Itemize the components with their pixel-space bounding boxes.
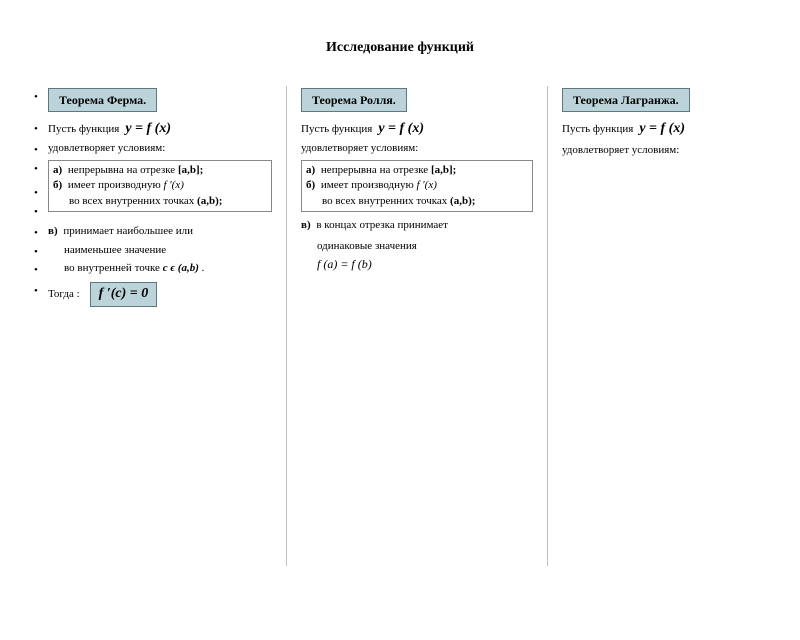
column-separator	[286, 86, 287, 566]
bullet-icon: •	[34, 282, 48, 299]
lagrange-title-box: Теорема Лагранжа.	[562, 88, 690, 112]
cond-a-text: непрерывна на отрезке	[321, 164, 431, 176]
cond-a-text: непрерывна на отрезке	[68, 164, 178, 176]
cond-c-line3c: .	[199, 262, 205, 274]
cond-c-line3a: во внутренней точке	[64, 262, 163, 274]
cond-b-cont: во всех внутренних точках	[69, 195, 197, 207]
fermat-result-box: f ′(c) = 0	[90, 282, 158, 307]
cond-b-label: б)	[53, 179, 62, 191]
rolle-cond-c-formula: f (a) = f (b)	[301, 256, 533, 272]
bullet-icon: •	[34, 243, 48, 260]
col-lagrange: Теорема Лагранжа. Пусть функция y = f (x…	[554, 86, 790, 566]
satisfies-text: удовлетворяет условиям:	[562, 143, 782, 158]
rolle-conditions-box: а) непрерывна на отрезке [a,b]; б) имеет…	[301, 160, 533, 212]
satisfies-text: удовлетворяет условиям:	[48, 141, 272, 156]
cond-b-formula: f ′(x)	[416, 179, 436, 191]
rolle-cond-c-text: в концах отрезка принимает	[316, 219, 448, 231]
cond-b-label: б)	[306, 179, 315, 191]
cond-b-segment: (a,b);	[450, 195, 475, 207]
cond-b-segment: (a,b);	[197, 195, 222, 207]
cond-c-point: c ϵ (a,b)	[163, 262, 199, 274]
bullet-icon: •	[34, 160, 48, 177]
let-function-text: Пусть функция	[301, 122, 372, 137]
let-function-text: Пусть функция	[562, 122, 633, 137]
rolle-cond-c-line2: одинаковые значения	[301, 239, 533, 254]
function-formula: y = f (x)	[378, 120, 424, 139]
cond-a-segment: [a,b];	[431, 164, 456, 176]
fermat-conditions-box: а) непрерывна на отрезке [a,b]; б) имеет…	[48, 160, 272, 212]
page-title: Исследование функций	[0, 40, 800, 56]
satisfies-text: удовлетворяет условиям:	[301, 141, 533, 156]
function-formula: y = f (x)	[125, 120, 171, 139]
cond-b-cont: во всех внутренних точках	[322, 195, 450, 207]
cond-c-line2: наименьшее значение	[48, 243, 272, 258]
bullet-icon: •	[34, 88, 48, 105]
let-function-text: Пусть функция	[48, 122, 119, 137]
cond-b-text: имеет производную	[321, 179, 414, 191]
col-rolle: Теорема Ролля. Пусть функция y = f (x) у…	[293, 86, 541, 566]
col-fermat: • Теорема Ферма. • Пусть функция y = f (…	[26, 86, 280, 566]
bullet-icon: •	[34, 141, 48, 158]
then-text: Тогда :	[48, 287, 80, 302]
columns-container: • Теорема Ферма. • Пусть функция y = f (…	[0, 86, 800, 566]
cond-a-segment: [a,b];	[178, 164, 203, 176]
bullet-icon: •	[34, 224, 48, 241]
cond-b-formula: f ′(x)	[163, 179, 183, 191]
function-formula: y = f (x)	[639, 120, 685, 139]
bullet-icon: •	[34, 120, 48, 137]
cond-a-label: а)	[53, 164, 62, 176]
cond-b-text: имеет производную	[68, 179, 161, 191]
bullet-icon: •	[34, 203, 48, 220]
bullet-icon: •	[34, 261, 48, 278]
cond-a-label: а)	[306, 164, 315, 176]
bullet-icon: •	[34, 184, 48, 201]
cond-c-label: в)	[48, 225, 58, 237]
fermat-title-box: Теорема Ферма.	[48, 88, 157, 112]
cond-c-line1: принимает наибольшее или	[63, 225, 193, 237]
cond-c-label: в)	[301, 219, 311, 231]
rolle-title-box: Теорема Ролля.	[301, 88, 407, 112]
column-separator	[547, 86, 548, 566]
